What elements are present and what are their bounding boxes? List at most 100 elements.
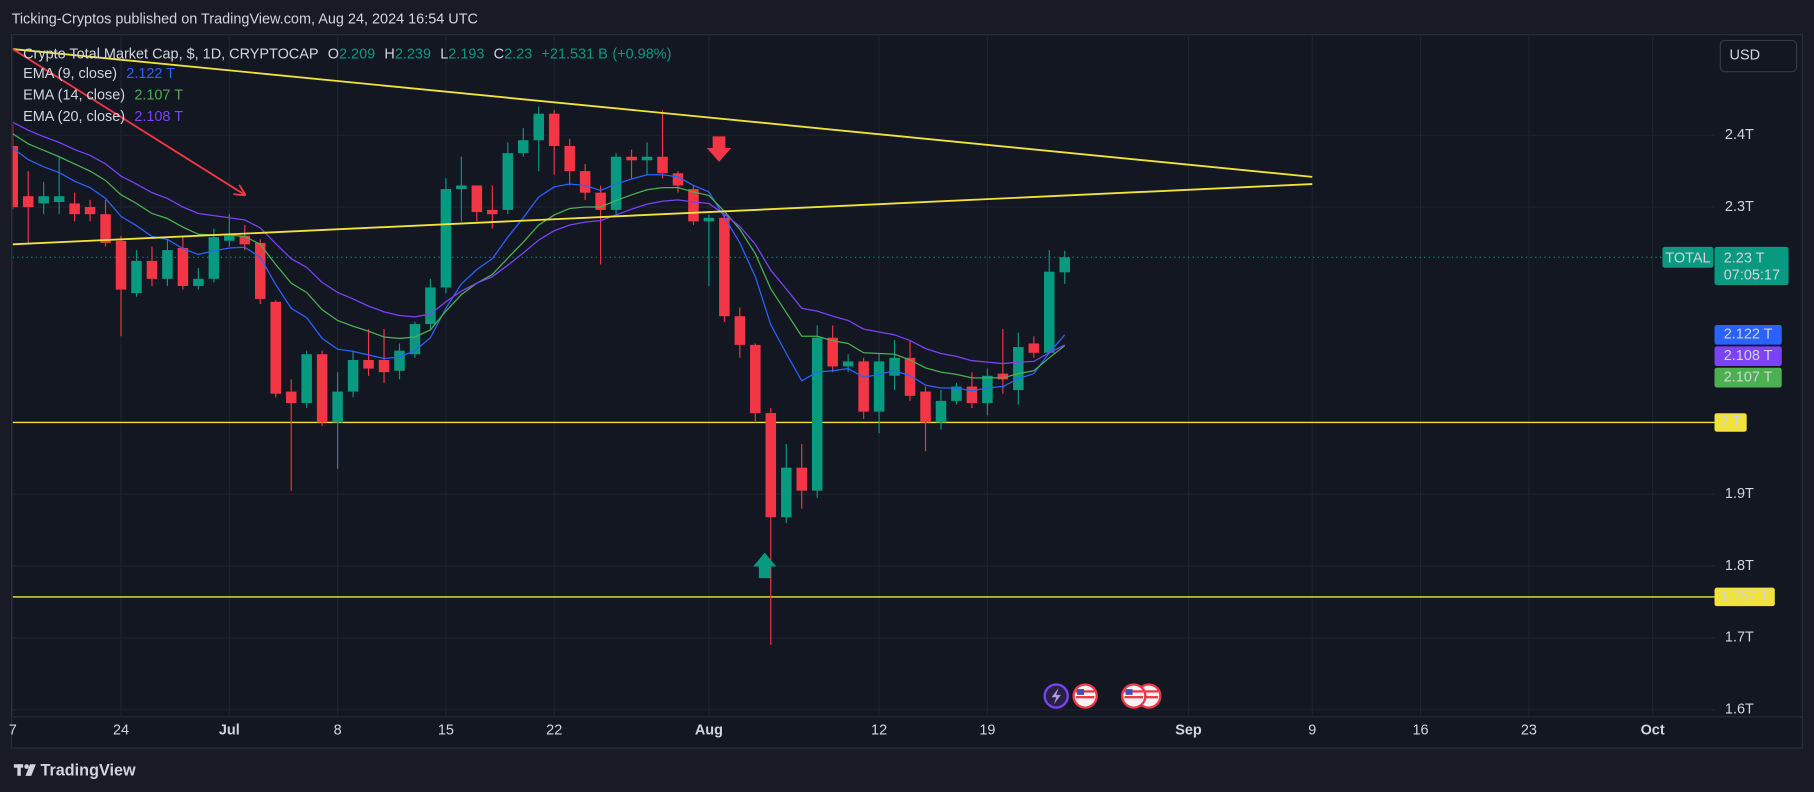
publisher: Ticking-Cryptos published on TradingView…: [12, 11, 478, 27]
price-tag: [1714, 246, 1789, 286]
x-tick-label: Jul: [219, 723, 240, 739]
legend-name: EMA (20, close): [23, 109, 125, 125]
candle-body: [657, 156, 668, 174]
level-tag: [1714, 587, 1775, 607]
candle-body: [100, 214, 111, 243]
candle-body: [564, 145, 575, 172]
candle-body: [378, 359, 390, 373]
candle-body: [873, 361, 885, 412]
candle-body: [595, 192, 606, 210]
event-flag-stripe: [1124, 696, 1144, 699]
candle-body: [363, 359, 374, 369]
event-icons: [1043, 683, 1162, 709]
ema-tag: [1714, 367, 1782, 388]
ohlc-value: 2.239: [395, 46, 431, 62]
logo-part: [17, 764, 21, 776]
price-tag-label: 2.23 T: [1724, 250, 1765, 266]
candle-body: [1028, 343, 1040, 353]
ema-line: [12, 133, 1066, 379]
ohlc-value: 2.23: [504, 46, 532, 62]
y-tick-label: 1.7T: [1725, 630, 1754, 646]
candle-body: [904, 357, 916, 396]
candle-body: [409, 324, 421, 355]
ohlc-value: 2.209: [339, 46, 375, 62]
candle-body: [332, 391, 343, 423]
ema-tag-label: 2.107 T: [1724, 369, 1773, 385]
candle-body: [1044, 271, 1055, 353]
ema-tag-label: 2.108 T: [1724, 348, 1773, 364]
legend-entry: EMA (14, close) 2.107 T: [23, 87, 183, 103]
candle-body: [425, 287, 436, 325]
candle-body: [146, 260, 158, 279]
candle-body: [533, 113, 544, 141]
candle-body: [997, 373, 1009, 380]
buy-signal-arrow: [753, 552, 777, 579]
trendline: [12, 183, 1313, 246]
candle-body: [69, 203, 80, 215]
x-tick-label: 7: [9, 723, 17, 739]
candle-body: [301, 354, 312, 404]
y-tick-label: 2.4T: [1725, 127, 1754, 143]
candle-body: [858, 361, 869, 412]
logo-part: [24, 764, 29, 769]
candle-body: [502, 153, 514, 210]
candle-body: [131, 260, 142, 294]
legend-value: 2.107 T: [134, 87, 183, 103]
legend-name: EMA (14, close): [23, 87, 125, 103]
legend-entry: EMA (20, close) 2.108 T: [23, 109, 183, 125]
candle-body: [703, 217, 715, 222]
candle-body: [456, 185, 467, 190]
ema-line: [12, 147, 1066, 392]
candle-body: [84, 207, 96, 215]
level-tag-label: 1.757 T: [1720, 589, 1769, 605]
x-tick-label: 8: [334, 723, 342, 739]
candle-body: [641, 156, 653, 161]
candle-body: [162, 250, 173, 279]
event-flag-stripe: [1124, 690, 1144, 693]
x-tick-label: 12: [871, 723, 887, 739]
candle-body: [254, 242, 266, 299]
candle-body: [982, 375, 993, 404]
countdown-label: 07:05:17: [1724, 268, 1780, 284]
candle-body: [224, 235, 235, 241]
ema-tag: [1714, 325, 1782, 345]
x-tick-label: 19: [979, 723, 995, 739]
candle-body: [811, 337, 823, 491]
candle-body: [966, 386, 978, 404]
x-tick-label: 9: [1308, 723, 1316, 739]
candle-body: [827, 337, 838, 367]
x-tick-label: 23: [1521, 723, 1537, 739]
candle-body: [920, 391, 931, 423]
candle-body: [1059, 257, 1070, 273]
logo-part: [25, 764, 36, 776]
candle-body: [177, 247, 189, 287]
candle-body: [270, 301, 281, 394]
plot-area: [12, 48, 1715, 646]
ema-line: [12, 121, 1066, 365]
y-tick-label: 1.8T: [1725, 558, 1754, 574]
candle-body: [626, 156, 637, 161]
x-tick-label: 16: [1413, 723, 1429, 739]
candle-body: [951, 386, 962, 401]
candle-body: [487, 209, 498, 215]
y-tick-label: 2.3T: [1725, 199, 1754, 215]
candle-body: [889, 357, 900, 376]
candle-body: [22, 196, 34, 208]
brand-logo: [13, 764, 36, 776]
brand-name: TradingView: [40, 761, 135, 779]
currency-button[interactable]: [1719, 39, 1798, 73]
x-tick-label: Aug: [695, 723, 723, 739]
event-flag-stripe: [1075, 690, 1095, 693]
event-flag-stripe: [1139, 690, 1159, 693]
event-icon-symbol: [1051, 687, 1061, 705]
candle-body: [38, 196, 49, 204]
level-tag: [1714, 413, 1747, 432]
legend-entry: EMA (9, close) 2.122 T: [23, 66, 175, 82]
candle-body: [734, 316, 746, 345]
currency-label: USD: [1730, 47, 1760, 63]
candle-body: [440, 189, 452, 288]
candle-body: [285, 391, 297, 404]
y-tick-label: 1.9T: [1725, 486, 1754, 502]
